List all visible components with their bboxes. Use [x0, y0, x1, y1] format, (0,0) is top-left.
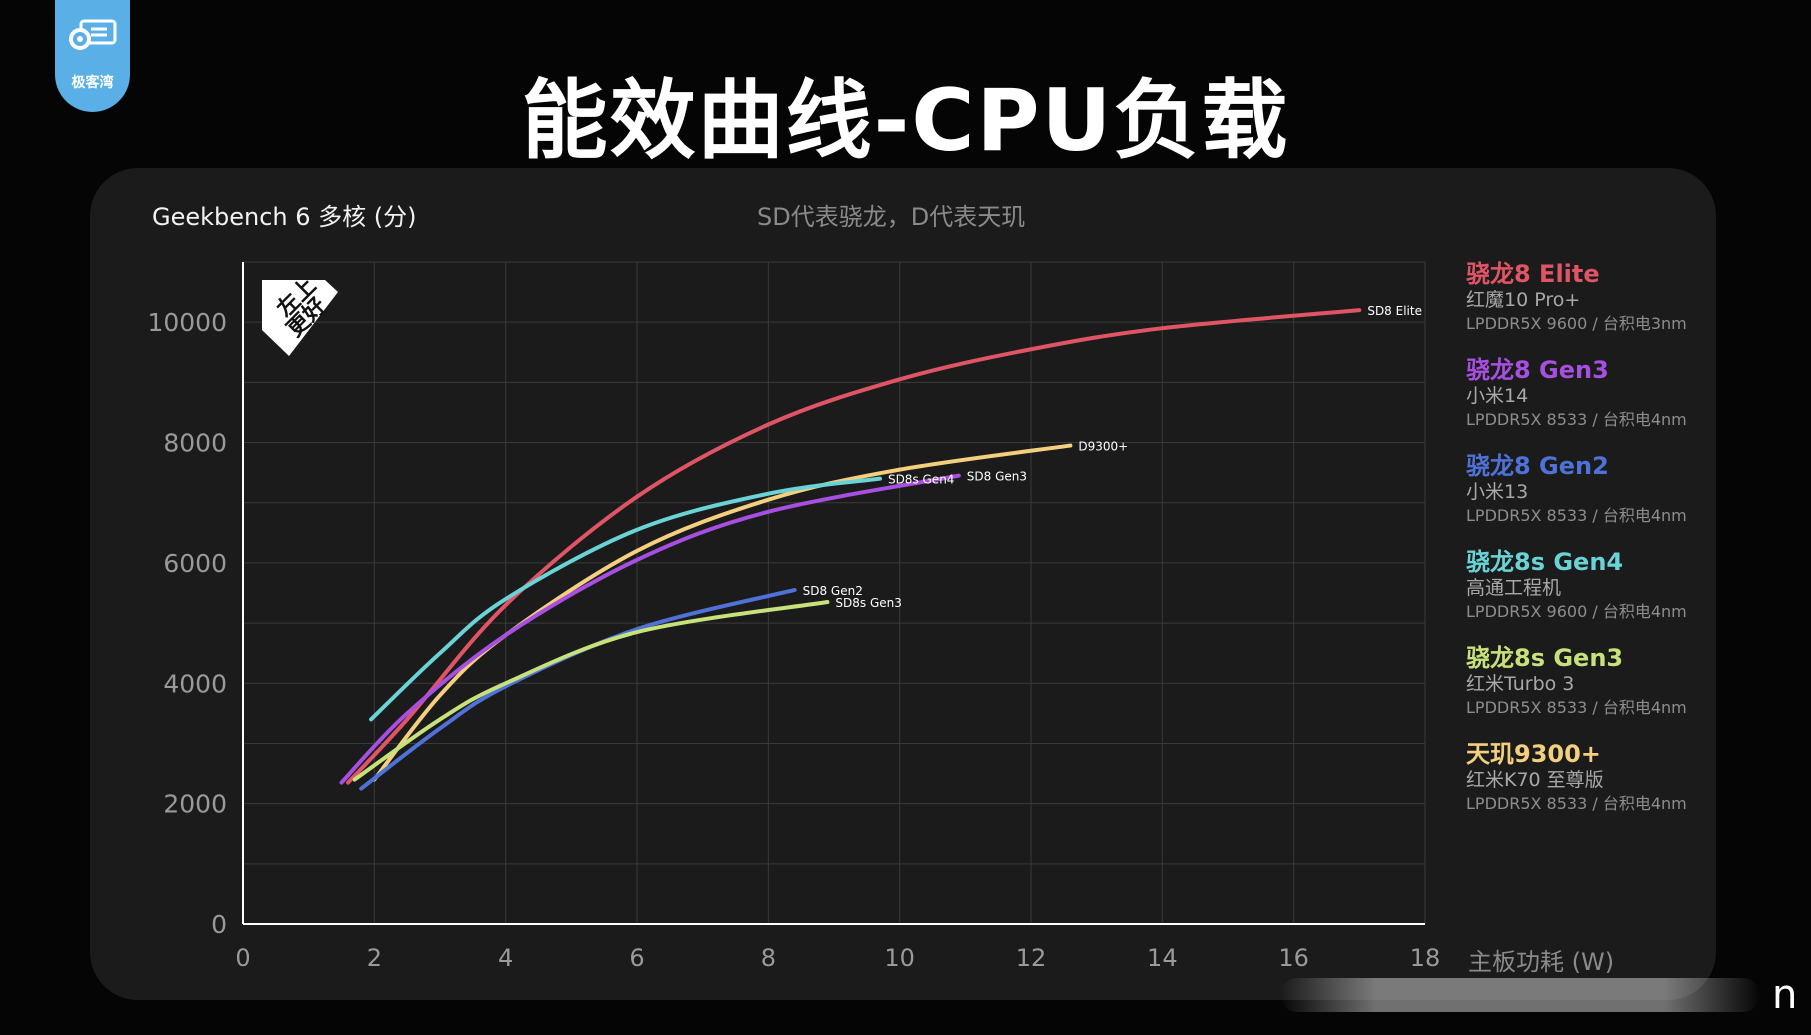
legend-item-spec: LPDDR5X 9600 / 台积电3nm	[1466, 314, 1687, 333]
x-tick-label: 2	[367, 944, 382, 972]
badge-shape	[262, 280, 338, 356]
watermark-letter: n	[1772, 972, 1798, 1018]
legend-item-title: 骁龙8 Gen2	[1466, 452, 1609, 480]
series-end-label: SD8 Gen3	[967, 470, 1027, 484]
legend-item: 骁龙8s Gen4 高通工程机 LPDDR5X 9600 / 台积电4nm	[1466, 548, 1716, 644]
legend: 骁龙8 Elite 红魔10 Pro+ LPDDR5X 9600 / 台积电3nm 骁…	[1466, 260, 1716, 836]
series-end-label: SD8s Gen4	[888, 473, 954, 487]
legend-item-title: 骁龙8 Elite	[1466, 260, 1600, 288]
x-axis-label: 主板功耗 (W)	[1468, 948, 1615, 976]
chart-metric-title: Geekbench 6 多核 (分)	[152, 203, 417, 231]
x-tick-label: 10	[884, 944, 915, 972]
y-tick-label: 8000	[163, 429, 227, 458]
x-tick-label: 4	[498, 944, 513, 972]
watermark	[1280, 978, 1760, 1012]
legend-item-spec: LPDDR5X 9600 / 台积电4nm	[1466, 602, 1687, 621]
x-tick-label: 12	[1016, 944, 1047, 972]
x-tick-label: 18	[1410, 944, 1441, 972]
legend-item-spec: LPDDR5X 8533 / 台积电4nm	[1466, 410, 1687, 429]
legend-item: 骁龙8 Elite 红魔10 Pro+ LPDDR5X 9600 / 台积电3nm	[1466, 260, 1716, 356]
x-tick-label: 8	[761, 944, 776, 972]
series-end-label: SD8 Gen2	[803, 584, 863, 598]
legend-item-device: 红米K70 至尊版	[1466, 769, 1604, 791]
page-title: 能效曲线-CPU负载	[521, 71, 1290, 171]
legend-item-device: 小米13	[1466, 481, 1529, 503]
series-line-sd8-gen2	[359, 587, 797, 791]
legend-item-device: 红米Turbo 3	[1466, 673, 1575, 695]
legend-item-spec: LPDDR5X 8533 / 台积电4nm	[1466, 698, 1687, 717]
x-tick-label: 6	[629, 944, 644, 972]
y-tick-label: 10000	[147, 308, 227, 337]
legend-item-title: 骁龙8 Gen3	[1466, 356, 1609, 384]
legend-item-device: 小米14	[1466, 385, 1529, 407]
series-line-d9300-	[372, 443, 1073, 782]
series-line-sd8-elite	[346, 308, 1362, 785]
legend-item: 骁龙8 Gen3 小米14 LPDDR5X 8533 / 台积电4nm	[1466, 356, 1716, 452]
series-line-sd8-gen3	[339, 473, 961, 785]
y-tick-label: 4000	[163, 669, 227, 698]
series-line-sd8s-gen3	[352, 600, 830, 782]
series-end-label: SD8 Elite	[1367, 304, 1422, 318]
series-line-sd8s-gen4	[369, 476, 882, 722]
y-tick-label: 0	[211, 910, 227, 939]
series-end-label: D9300+	[1078, 440, 1128, 454]
x-tick-label: 14	[1147, 944, 1178, 972]
gear-chip-icon	[69, 19, 117, 50]
chart-subtitle: SD代表骁龙，D代表天玑	[757, 203, 1026, 231]
legend-item-spec: LPDDR5X 8533 / 台积电4nm	[1466, 506, 1687, 525]
logo-text: 极客湾	[71, 75, 114, 91]
series-end-label: SD8s Gen3	[835, 596, 901, 610]
logo-badge: 极客湾	[55, 0, 130, 112]
legend-item-device: 红魔10 Pro+	[1466, 289, 1581, 311]
x-tick-label: 0	[235, 944, 250, 972]
legend-item: 骁龙8s Gen3 红米Turbo 3 LPDDR5X 8533 / 台积电4nm	[1466, 644, 1716, 740]
legend-item-device: 高通工程机	[1466, 577, 1562, 599]
y-tick-label: 6000	[163, 549, 227, 578]
legend-item: 天玑9300+ 红米K70 至尊版 LPDDR5X 8533 / 台积电4nm	[1466, 740, 1716, 836]
legend-item: 骁龙8 Gen2 小米13 LPDDR5X 8533 / 台积电4nm	[1466, 452, 1716, 548]
x-tick-label: 16	[1278, 944, 1309, 972]
y-tick-label: 2000	[163, 790, 227, 819]
legend-item-spec: LPDDR5X 8533 / 台积电4nm	[1466, 794, 1687, 813]
chart-panel	[90, 168, 1716, 1000]
legend-item-title: 骁龙8s Gen4	[1466, 548, 1624, 576]
legend-item-title: 骁龙8s Gen3	[1466, 644, 1624, 672]
legend-item-title: 天玑9300+	[1466, 740, 1601, 768]
